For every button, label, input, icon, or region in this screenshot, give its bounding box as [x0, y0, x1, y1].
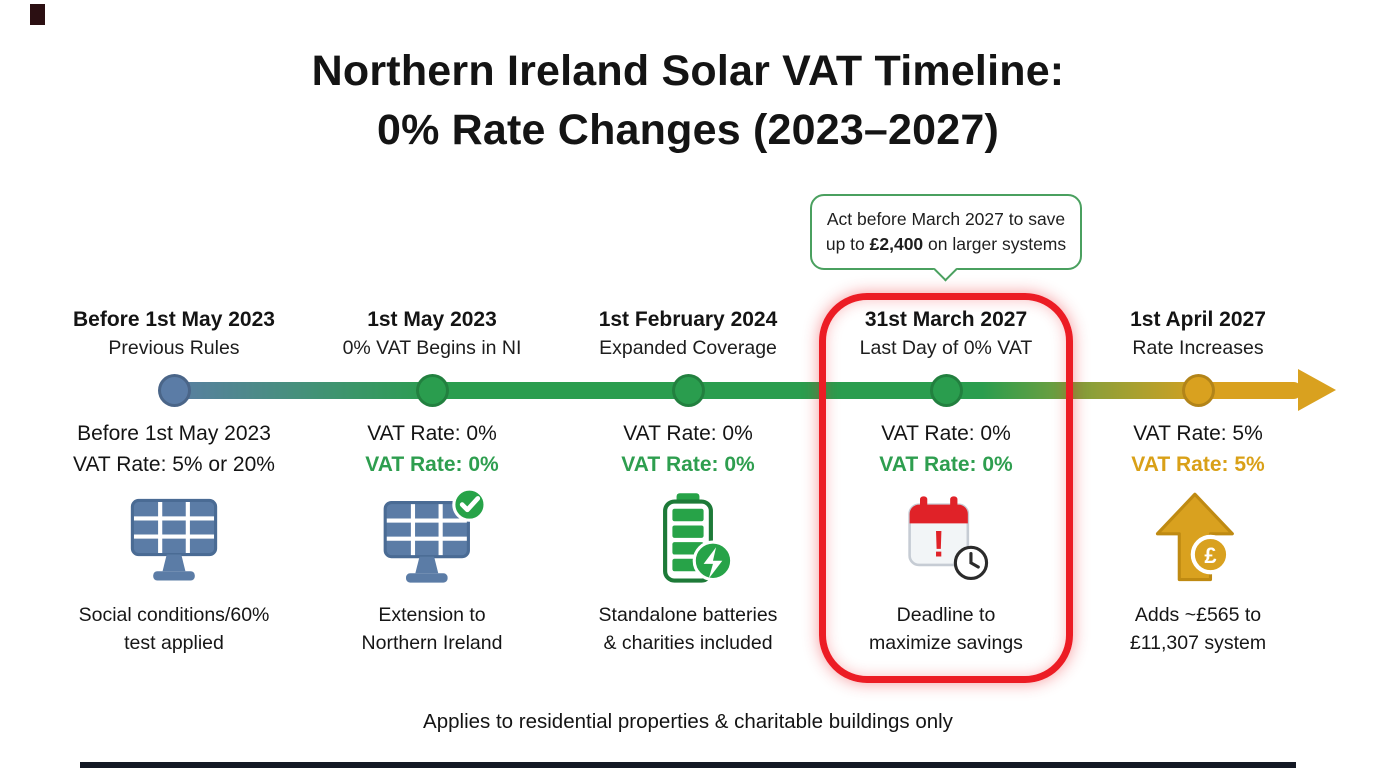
page-title-line1: Northern Ireland Solar VAT Timeline: [311, 47, 1065, 95]
milestone-2-caption-line2: Northern Ireland [361, 631, 503, 654]
milestone-4-header: 31st March 2027 Last Day of 0% VAT [803, 308, 1089, 360]
milestone-3-vat-line2: VAT Rate: 0% [621, 453, 755, 476]
milestone-4-vat: VAT Rate: 0% VAT Rate: 0% [803, 422, 1089, 477]
svg-text:!: ! [932, 523, 944, 565]
page-title: Northern Ireland Solar VAT Timeline: 0% … [0, 42, 1376, 161]
milestone-4-icon-area: ! [803, 486, 1089, 594]
arrow-up-pound-icon: £ [1155, 492, 1234, 582]
timeline-arrowhead-icon [1298, 369, 1336, 411]
callout-text-before: Act before March 2027 to save up to [825, 209, 1066, 254]
milestone-3-vat-line1: VAT Rate: 0% [623, 422, 753, 445]
milestone-3-caption: Standalone batteries & charities include… [545, 602, 831, 657]
milestone-2-icon-area [289, 486, 575, 594]
timeline-node-may-2023 [416, 374, 449, 407]
milestone-3-date: 1st February 2024 [598, 308, 778, 331]
milestone-2-vat-line2: VAT Rate: 0% [365, 453, 499, 476]
solar-panel-check-icon [383, 488, 487, 583]
milestone-1-vat: Before 1st May 2023 VAT Rate: 5% or 20% [31, 422, 317, 477]
milestone-4-vat-line2: VAT Rate: 0% [879, 453, 1013, 476]
milestone-4-caption: Deadline to maximize savings [803, 602, 1089, 657]
milestone-2-subtitle: 0% VAT Begins in NI [342, 337, 522, 359]
callout-bubble-tail [933, 257, 958, 282]
milestone-1-caption-line2: test applied [124, 631, 224, 654]
page-title-line2: 0% Rate Changes (2023–2027) [376, 106, 1000, 155]
milestone-4-caption-line1: Deadline to [896, 604, 996, 626]
milestone-2-vat: VAT Rate: 0% VAT Rate: 0% [289, 422, 575, 477]
milestone-5-vat-line1: VAT Rate: 5% [1133, 422, 1263, 445]
milestone-5-caption-line1: Adds ~£565 to [1134, 604, 1262, 626]
milestone-5-vat: VAT Rate: 5% VAT Rate: 5% [1055, 422, 1341, 477]
milestone-2-date: 1st May 2023 [367, 308, 497, 331]
timeline-node-feb-2024 [672, 374, 705, 407]
milestone-5-icon-area: £ [1055, 486, 1341, 594]
battery-bolt-icon [663, 493, 734, 583]
milestone-1-date: Before 1st May 2023 [73, 308, 275, 331]
milestone-4-subtitle: Last Day of 0% VAT [859, 337, 1033, 359]
milestone-5-caption: Adds ~£565 to £11,307 system [1055, 602, 1341, 657]
milestone-4-caption-line2: maximize savings [869, 631, 1023, 654]
milestone-1-caption: Social conditions/60% test applied [31, 602, 317, 657]
screen-artifact-bottom-bar [80, 762, 1296, 768]
svg-text:£: £ [1204, 543, 1216, 568]
screen-artifact-top-left [30, 4, 45, 25]
callout-text-after: on larger systems [923, 233, 1067, 254]
milestone-1-subtitle: Previous Rules [108, 337, 240, 359]
milestone-3-header: 1st February 2024 Expanded Coverage [545, 308, 831, 360]
timeline-bar [160, 382, 1302, 399]
milestone-1-caption-line1: Social conditions/60% [78, 604, 270, 626]
milestone-3-vat: VAT Rate: 0% VAT Rate: 0% [545, 422, 831, 477]
milestone-5-vat-line2: VAT Rate: 5% [1131, 453, 1265, 476]
milestone-2-header: 1st May 2023 0% VAT Begins in NI [289, 308, 575, 360]
solar-panel-icon [130, 498, 218, 581]
milestone-3-subtitle: Expanded Coverage [599, 337, 777, 359]
calendar-alert-clock-icon: ! [908, 496, 989, 581]
milestone-1-vat-line1: Before 1st May 2023 [77, 422, 271, 445]
milestone-5-header: 1st April 2027 Rate Increases [1055, 308, 1341, 360]
milestone-4-vat-line1: VAT Rate: 0% [881, 422, 1011, 445]
timeline-node-before-may-2023 [158, 374, 191, 407]
milestone-2-caption: Extension to Northern Ireland [289, 602, 575, 657]
milestone-5-date: 1st April 2027 [1130, 308, 1266, 331]
callout-bubble: Act before March 2027 to save up to £2,4… [810, 194, 1082, 282]
milestone-1-header: Before 1st May 2023 Previous Rules [31, 308, 317, 360]
milestone-1-icon-area [31, 486, 317, 594]
milestone-1-vat-line2: VAT Rate: 5% or 20% [73, 453, 275, 476]
milestone-2-caption-line1: Extension to [378, 604, 486, 626]
milestone-4-date: 31st March 2027 [864, 308, 1028, 331]
callout-amount: £2,400 [869, 233, 924, 254]
milestone-5-caption-line2: £11,307 system [1129, 631, 1267, 654]
milestone-3-icon-area [545, 486, 831, 594]
milestone-2-vat-line1: VAT Rate: 0% [367, 422, 497, 445]
milestone-5-subtitle: Rate Increases [1132, 337, 1264, 359]
timeline-node-april-2027 [1182, 374, 1215, 407]
milestone-3-caption-line1: Standalone batteries [598, 604, 778, 626]
timeline-node-march-2027 [930, 374, 963, 407]
milestone-3-caption-line2: & charities included [603, 631, 773, 654]
footer-note: Applies to residential properties & char… [423, 710, 953, 733]
